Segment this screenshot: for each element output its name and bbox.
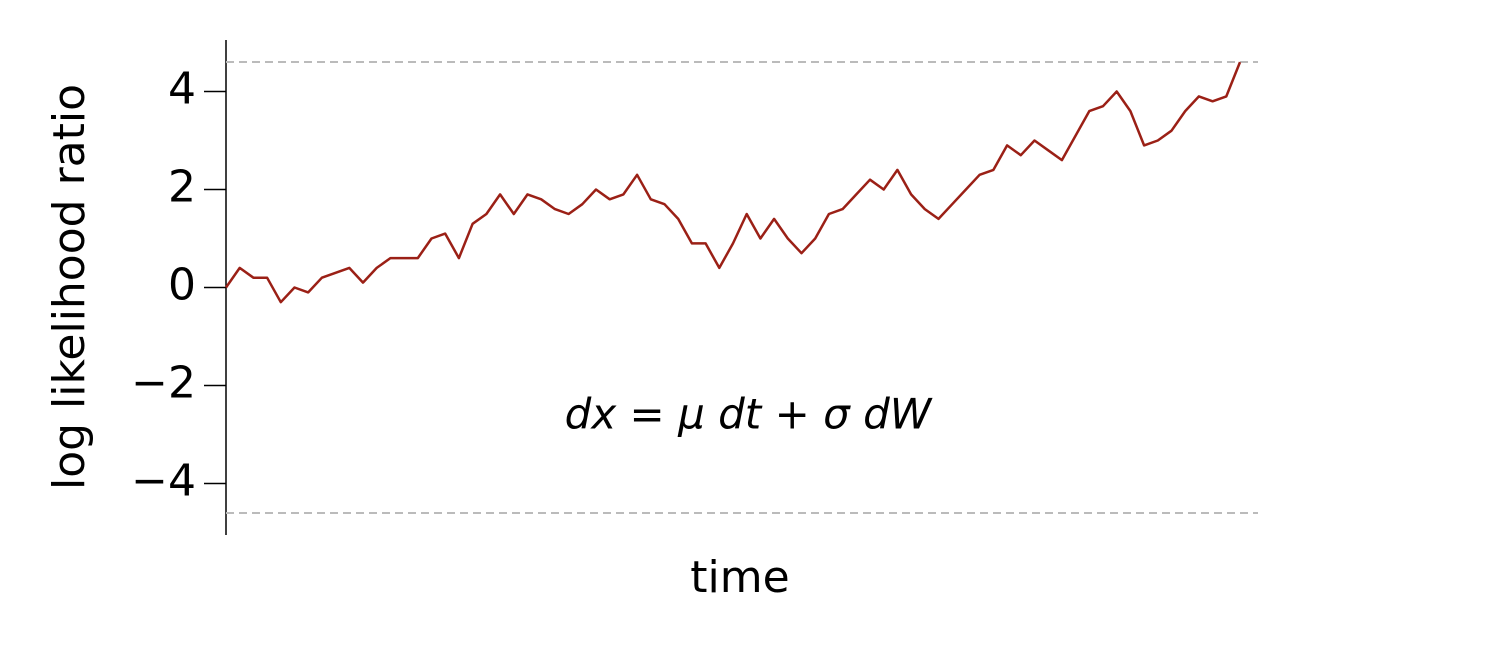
y-axis-label: log likelihood ratio [44, 84, 95, 490]
y-tick-label: −2 [131, 358, 196, 409]
data-line [224, 61, 1242, 304]
y-tick-label: 4 [168, 63, 196, 114]
equation: dx = μ dt + σ dW [565, 390, 933, 439]
x-axis-label: time [690, 552, 789, 603]
y-tick-label: 0 [168, 260, 196, 311]
y-tick-label: −4 [131, 456, 196, 507]
y-tick-label: 2 [168, 161, 196, 212]
